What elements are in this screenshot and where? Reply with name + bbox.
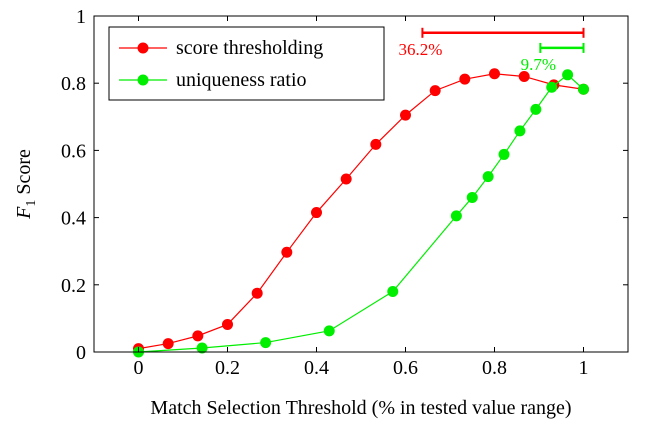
annotation-label: 9.7%	[521, 55, 556, 74]
series-1-point	[498, 148, 510, 160]
series-0-point	[400, 109, 411, 121]
series-1-point	[546, 81, 558, 93]
legend-swatch-marker	[137, 42, 149, 54]
series-0-point	[518, 70, 530, 82]
series-0-point	[370, 138, 382, 150]
x-tick-label: 0.4	[304, 357, 329, 379]
y-tick-label: 0.8	[61, 73, 86, 95]
y-tick-label: 1	[76, 6, 86, 28]
y-axis-title: F1 Score	[13, 149, 39, 220]
series-0-point	[489, 68, 500, 80]
y-tick-label: 0.2	[61, 275, 86, 297]
y-tick-label: 0.4	[61, 208, 86, 230]
series-1-point	[466, 191, 478, 203]
x-tick-label: 0	[134, 357, 144, 379]
series-1-point	[562, 69, 574, 81]
legend-entry-label: score thresholding	[176, 37, 323, 59]
y-axis-title-subscript: 1	[24, 200, 39, 207]
legend-swatch-marker	[137, 74, 149, 86]
series-0-point	[192, 330, 204, 342]
annotation-label: 36.2%	[398, 40, 442, 59]
series-1-point	[514, 125, 526, 137]
series-1-point	[450, 210, 462, 222]
series-1-point	[387, 286, 399, 298]
legend-box	[108, 26, 385, 101]
series-0-point	[222, 318, 233, 330]
series-0-point	[429, 85, 441, 97]
series-0-point	[340, 173, 352, 185]
series-0-point	[459, 73, 471, 85]
x-tick-label: 0.8	[482, 357, 507, 379]
x-axis-title: Match Selection Threshold (% in tested v…	[150, 397, 571, 419]
x-axis: 0 0.2 0.4 0.6 0.8 1	[134, 16, 589, 379]
x-tick-label: 1	[579, 357, 589, 379]
series-0-point	[251, 287, 263, 299]
y-tick-label: 0	[76, 342, 86, 364]
plot-frame	[93, 15, 629, 353]
series-0-point	[162, 338, 174, 350]
series-1-point	[196, 342, 208, 354]
series-1-point	[482, 171, 494, 183]
series-line-0	[138, 73, 584, 350]
series-1-point	[530, 103, 542, 115]
x-tick-label: 0.2	[215, 357, 240, 379]
x-tick-label: 0.6	[393, 357, 418, 379]
y-axis: 0 0.2 0.4 0.6 0.8 1	[61, 6, 628, 364]
series-1-point	[260, 337, 272, 349]
series-0-point	[311, 207, 322, 219]
series-1-point	[323, 325, 335, 337]
legend-entry-label: uniqueness ratio	[176, 69, 307, 91]
legend: score thresholding uniqueness ratio	[108, 26, 385, 101]
y-axis-title-score: Score	[13, 149, 35, 200]
annotations: 36.2% 9.7%	[398, 27, 585, 74]
series-line-1	[138, 74, 584, 353]
series-0-point	[281, 246, 293, 258]
y-tick-label: 0.6	[61, 140, 86, 162]
plot-area	[133, 68, 589, 358]
series-1-point	[578, 83, 589, 95]
y-axis-title-f: F	[13, 206, 35, 220]
